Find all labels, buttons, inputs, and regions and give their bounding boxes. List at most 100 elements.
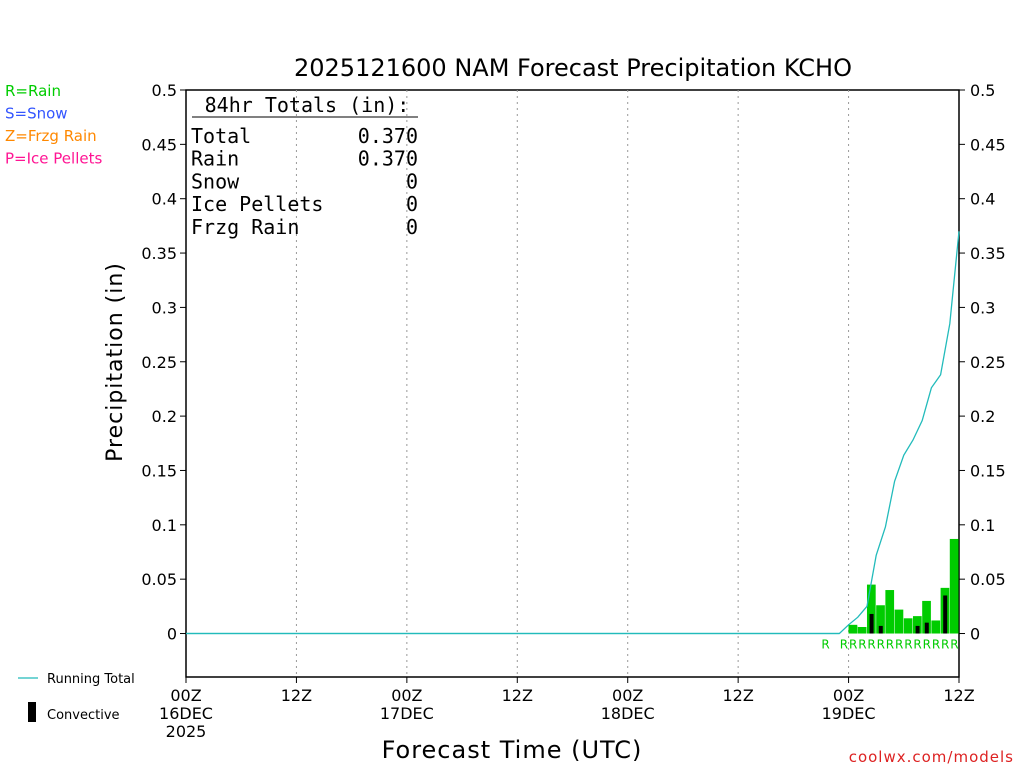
x-tick-label-4-1: 18DEC <box>601 704 655 723</box>
precip-type-label-11: R <box>932 638 940 652</box>
y-tick-label-right-10: 0.5 <box>970 81 995 100</box>
y-tick-label-left-6: 0.3 <box>152 298 177 317</box>
precip-type-label-8: R <box>904 638 912 652</box>
totals-label-1: Rain <box>191 147 239 171</box>
x-tick-label-1-0: 12Z <box>281 686 312 705</box>
convective-bars <box>869 595 948 634</box>
totals-header: 84hr Totals (in): <box>205 93 410 117</box>
rain-bar-4 <box>876 605 885 634</box>
rain-bar-9 <box>922 600 931 634</box>
rain-bar-12 <box>949 538 959 634</box>
rain-bar-6 <box>894 609 904 634</box>
x-tick-label-0-0: 00Z <box>170 686 201 705</box>
chart-title: 2025121600 NAM Forecast Precipitation KC… <box>294 54 852 82</box>
totals-value-2: 0 <box>406 169 418 193</box>
precip-type-label-3: R <box>858 638 866 652</box>
precip-type-label-2: R <box>849 638 857 652</box>
legend-type-0: R=Rain <box>5 82 61 100</box>
rain-bar-8 <box>912 616 922 634</box>
totals-value-1: 0.370 <box>358 147 418 171</box>
convective-legend-swatch <box>28 702 36 722</box>
y-tick-label-right-3: 0.15 <box>970 461 1006 480</box>
watermark: coolwx.com/models <box>849 748 1014 766</box>
x-tick-label-0-1: 16DEC <box>159 704 213 723</box>
totals-label-3: Ice Pellets <box>191 192 323 216</box>
x-tick-label-7-0: 12Z <box>943 686 974 705</box>
x-tick-label-6-0: 00Z <box>833 686 864 705</box>
legend-type-1: S=Snow <box>5 105 68 123</box>
y-axis-left: 0 0.05 0.1 0.15 0.2 0.25 0.3 0.35 0.4 0.45 0.5 <box>141 81 186 644</box>
totals-value-3: 0 <box>406 192 418 216</box>
totals-box: 84hr Totals (in): Total 0.370 Rain 0.370 Sno… <box>191 93 418 239</box>
precip-bars <box>848 538 959 634</box>
precip-type-label-1: R <box>840 638 848 652</box>
rain-bar-10 <box>931 620 941 634</box>
legend-type-3: P=Ice Pellets <box>5 150 102 168</box>
y-tick-label-left-9: 0.45 <box>141 135 177 154</box>
totals-rows: Total 0.370 Rain 0.370 Snow 0 Ice Pellets 0 Frzg… <box>191 124 418 239</box>
precip-type-label-13: R <box>950 638 958 652</box>
running-total-line <box>186 231 960 635</box>
precip-type-label-10: R <box>923 638 931 652</box>
y-tick-label-left-8: 0.4 <box>152 190 177 209</box>
rain-bar-5 <box>885 590 895 634</box>
x-tick-label-5-0: 12Z <box>722 686 753 705</box>
precip-type-label-4: R <box>867 638 875 652</box>
precip-type-label-12: R <box>941 638 949 652</box>
y-tick-label-left-5: 0.25 <box>141 353 177 372</box>
bottom-legend: Running Total Convective <box>18 672 135 723</box>
y-tick-label-left-0: 0 <box>167 625 177 644</box>
totals-label-2: Snow <box>191 169 240 193</box>
precip-type-label-5: R <box>877 638 885 652</box>
y-tick-label-right-2: 0.1 <box>970 516 995 535</box>
rain-bar-1 <box>848 625 858 634</box>
convective-bar-11 <box>943 595 948 634</box>
precip-type-label-9: R <box>913 638 921 652</box>
totals-value-4: 0 <box>406 215 418 239</box>
totals-label-4: Frzg Rain <box>191 215 299 239</box>
y-tick-label-left-3: 0.15 <box>141 461 177 480</box>
x-tick-label-0-2: 2025 <box>166 722 207 741</box>
x-tick-label-2-1: 17DEC <box>380 704 434 723</box>
y-tick-label-left-10: 0.5 <box>152 81 177 100</box>
x-tick-label-3-0: 12Z <box>502 686 533 705</box>
y-tick-label-right-4: 0.2 <box>970 407 995 426</box>
y-axis-title: Precipitation (in) <box>103 262 128 462</box>
precip-type-label-7: R <box>895 638 903 652</box>
x-axis-title: Forecast Time (UTC) <box>382 736 643 764</box>
y-tick-label-left-1: 0.05 <box>141 570 177 589</box>
y-axis-right: 0 0.05 0.1 0.15 0.2 0.25 0.3 0.35 0.4 0.45 0.5 <box>959 81 1006 644</box>
x-tick-label-2-0: 00Z <box>391 686 422 705</box>
y-tick-label-right-8: 0.4 <box>970 190 995 209</box>
plot-frame <box>185 89 960 678</box>
totals-label-0: Total <box>191 124 251 148</box>
y-tick-label-right-7: 0.35 <box>970 244 1006 263</box>
rain-bar-3 <box>866 584 876 634</box>
rain-bar-7 <box>903 618 913 634</box>
convective-bar-8 <box>915 625 920 634</box>
convective-bar-4 <box>878 625 883 634</box>
vertical-grid <box>295 90 850 677</box>
y-tick-label-right-1: 0.05 <box>970 570 1006 589</box>
y-tick-label-right-5: 0.25 <box>970 353 1006 372</box>
precip-type-label-0: R <box>821 638 829 652</box>
legend-type-2: Z=Frzg Rain <box>5 127 97 145</box>
y-tick-label-right-6: 0.3 <box>970 298 995 317</box>
precip-type-legend: R=Rain S=Snow Z=Frzg Rain P=Ice Pellets <box>5 82 102 168</box>
precip-type-label-6: R <box>886 638 894 652</box>
y-tick-label-right-9: 0.45 <box>970 135 1006 154</box>
rain-bar-2 <box>857 626 867 634</box>
convective-legend-label: Convective <box>47 708 120 723</box>
totals-value-0: 0.370 <box>358 124 418 148</box>
running-total-legend-label: Running Total <box>47 672 135 687</box>
x-tick-label-6-1: 19DEC <box>822 704 876 723</box>
y-tick-label-left-4: 0.2 <box>152 407 177 426</box>
y-tick-label-right-0: 0 <box>970 625 980 644</box>
y-tick-label-left-2: 0.1 <box>152 516 177 535</box>
x-tick-label-4-0: 00Z <box>612 686 643 705</box>
y-tick-label-left-7: 0.35 <box>141 244 177 263</box>
convective-bar-9 <box>924 622 929 634</box>
